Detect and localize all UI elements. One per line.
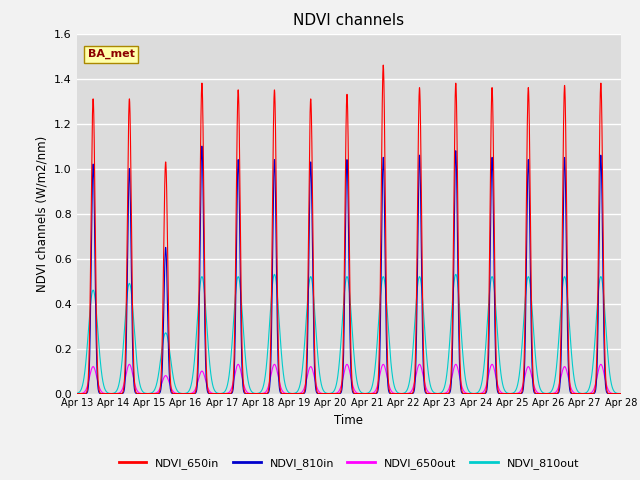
Text: BA_met: BA_met — [88, 49, 134, 59]
Title: NDVI channels: NDVI channels — [293, 13, 404, 28]
X-axis label: Time: Time — [334, 414, 364, 427]
Y-axis label: NDVI channels (W/m2/nm): NDVI channels (W/m2/nm) — [36, 135, 49, 292]
Legend: NDVI_650in, NDVI_810in, NDVI_650out, NDVI_810out: NDVI_650in, NDVI_810in, NDVI_650out, NDV… — [114, 453, 584, 473]
